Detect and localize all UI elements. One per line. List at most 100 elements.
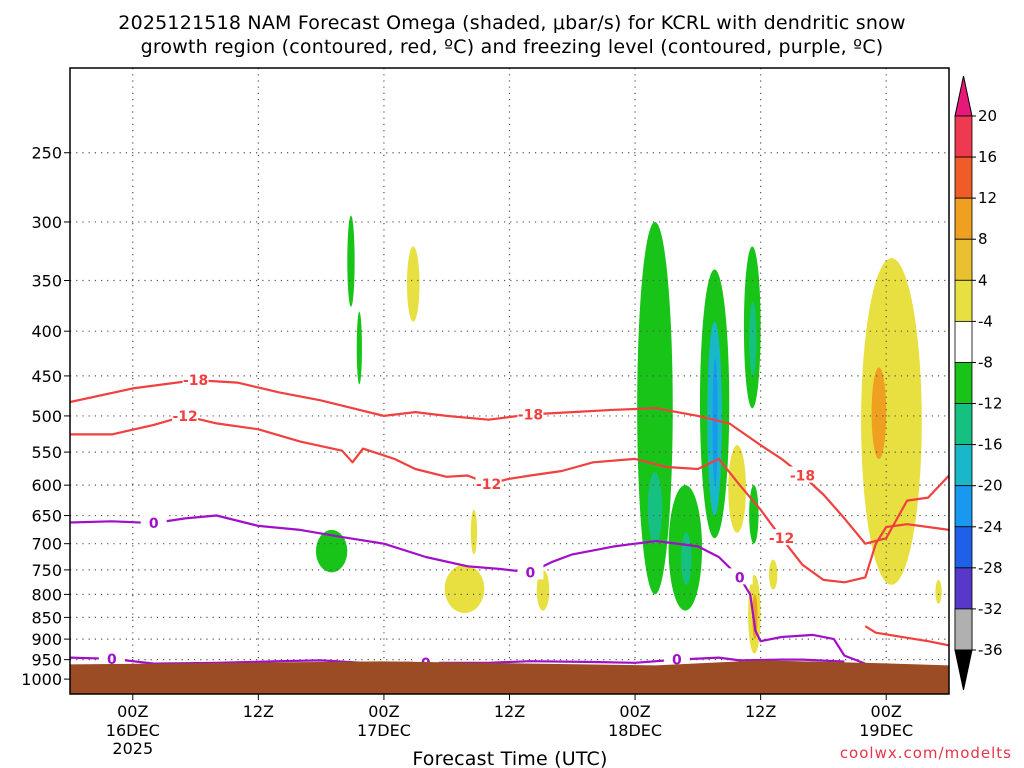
omega-shading (315, 215, 942, 654)
omega-region-8 (647, 472, 663, 544)
contour-label-bg-1-2 (768, 529, 795, 546)
colorbar-min-arrow (954, 649, 973, 691)
colorbar-swatch-6 (954, 362, 973, 404)
contour-label-bg-4-2 (663, 650, 690, 667)
colorbar-swatch-11 (954, 567, 973, 610)
omega-region-15 (749, 301, 757, 376)
colorbar-swatch-7 (954, 403, 973, 446)
colorbar-label-13: -36 (978, 641, 1003, 659)
x-tick-label-54: 00Z (619, 702, 650, 721)
x-tick-year-6: 2025 (112, 739, 153, 758)
omega-region-2 (406, 246, 420, 322)
colorbar-label-10: -24 (978, 518, 1003, 536)
watermark: coolwx.com/modelts (840, 744, 1012, 762)
colorbar-max-arrow (954, 75, 973, 117)
contour-label-0-0: -18 (183, 373, 208, 389)
colorbar-swatch-2 (954, 197, 973, 240)
contour-label-3-1: 0 (526, 565, 536, 581)
omega-region-19 (752, 594, 758, 640)
y-tick-label-1000: 1000 (21, 670, 62, 689)
x-tick-date-6: 16DEC (106, 721, 160, 740)
terrain (70, 660, 949, 694)
omega-region-6 (536, 569, 550, 611)
contour-4 (70, 656, 845, 665)
colorbar-swatch-3 (954, 238, 973, 281)
contour-label-bg-1-0 (172, 406, 199, 423)
contour-label-3-0: 0 (149, 516, 159, 532)
colorbar-label-8: -16 (978, 436, 1003, 454)
x-tick-date-30: 17DEC (357, 721, 411, 740)
x-tick-date-78: 19DEC (859, 721, 913, 740)
colorbar-swatch-4 (954, 279, 973, 322)
colorbar-label-9: -20 (978, 477, 1003, 495)
omega-region-17 (749, 485, 759, 544)
x-tick-label-18: 12Z (243, 702, 274, 721)
y-tick-label-750: 750 (31, 561, 62, 580)
omega-region-10 (681, 532, 692, 585)
y-tick-label-250: 250 (31, 144, 62, 163)
contour-label-bg-3-1 (517, 563, 544, 580)
colorbar-swatch-5 (954, 320, 973, 363)
omega-region-5 (470, 509, 478, 555)
omega-region-3 (315, 529, 348, 573)
colorbar-label-4: 4 (978, 271, 988, 289)
colorbar-label-11: -28 (978, 559, 1003, 577)
omega-region-4 (444, 564, 485, 613)
y-tick-label-850: 850 (31, 608, 62, 627)
contour-0 (70, 379, 949, 545)
x-tick-label-78: 00Z (871, 702, 902, 721)
contour-label-bg-3-0 (140, 514, 167, 531)
contour-label-3-2: 0 (735, 570, 745, 586)
omega-region-0 (347, 215, 355, 307)
contour-1 (70, 414, 949, 584)
colorbar-swatch-0 (954, 115, 973, 158)
contour-label-bg-4-0 (98, 649, 125, 666)
colorbar-swatch-10 (954, 526, 973, 569)
contour-label-4-0: 0 (107, 652, 117, 668)
y-tick-label-950: 950 (31, 651, 62, 670)
x-tick-label-30: 00Z (368, 702, 399, 721)
colorbar-label-7: -12 (978, 395, 1003, 413)
omega-region-16 (728, 445, 746, 533)
x-tick-label-6: 00Z (117, 702, 148, 721)
y-tick-label-550: 550 (31, 443, 62, 462)
omega-region-23 (935, 579, 942, 604)
y-tick-label-450: 450 (31, 367, 62, 386)
contour-label-bg-0-0 (182, 371, 209, 388)
colorbar-swatch-last (954, 608, 973, 651)
omega-region-21 (861, 258, 922, 585)
y-tick-label-900: 900 (31, 630, 62, 649)
x-axis-title: Forecast Time (UTC) (412, 748, 607, 768)
colorbar-swatch-8 (954, 444, 973, 487)
colorbar-legend: 20 16 12 8 4 -4 -8 -12 -16 -20 -24 -28 -32 -36 (954, 75, 1003, 691)
colorbar-label-0: 20 (978, 107, 997, 125)
title-line-1: 2025121518 NAM Forecast Omega (shaded, μ… (118, 12, 905, 34)
x-tick-date-54: 18DEC (608, 721, 662, 740)
omega-region-13 (712, 358, 718, 486)
contour-label-1-1: -12 (476, 477, 501, 493)
y-tick-label-700: 700 (31, 535, 62, 554)
contour-label-0-2: -18 (790, 469, 815, 485)
colorbar-swatch-1 (954, 156, 973, 199)
contour-label-bg-0-2 (789, 466, 816, 483)
contour-label-1-2: -12 (769, 531, 794, 547)
y-axis: 250 300 350 400 450 500 550 600 650 700 750 800 850 9… (21, 144, 70, 689)
contour-label-bg-1-1 (475, 474, 502, 491)
y-tick-label-300: 300 (31, 213, 62, 232)
contour-label-0-1: -18 (518, 407, 543, 423)
x-tick-label-66: 12Z (745, 702, 776, 721)
terrain-fill (70, 660, 949, 694)
temperature-contours: -18-18-18-12-12-12000000 (70, 371, 949, 672)
contour-label-bg-3-2 (726, 568, 753, 585)
chart-title: 2025121518 NAM Forecast Omega (shaded, μ… (118, 12, 905, 58)
y-tick-label-350: 350 (31, 271, 62, 290)
contour-2 (864, 625, 949, 647)
y-tick-label-600: 600 (31, 476, 62, 495)
colorbar-label-3: 8 (978, 230, 988, 248)
contour-label-4-2: 0 (672, 653, 682, 669)
colorbar-label-2: 12 (978, 189, 997, 207)
omega-region-20 (769, 559, 778, 590)
omega-region-22 (871, 367, 887, 459)
colorbar-label-12: -32 (978, 600, 1003, 618)
